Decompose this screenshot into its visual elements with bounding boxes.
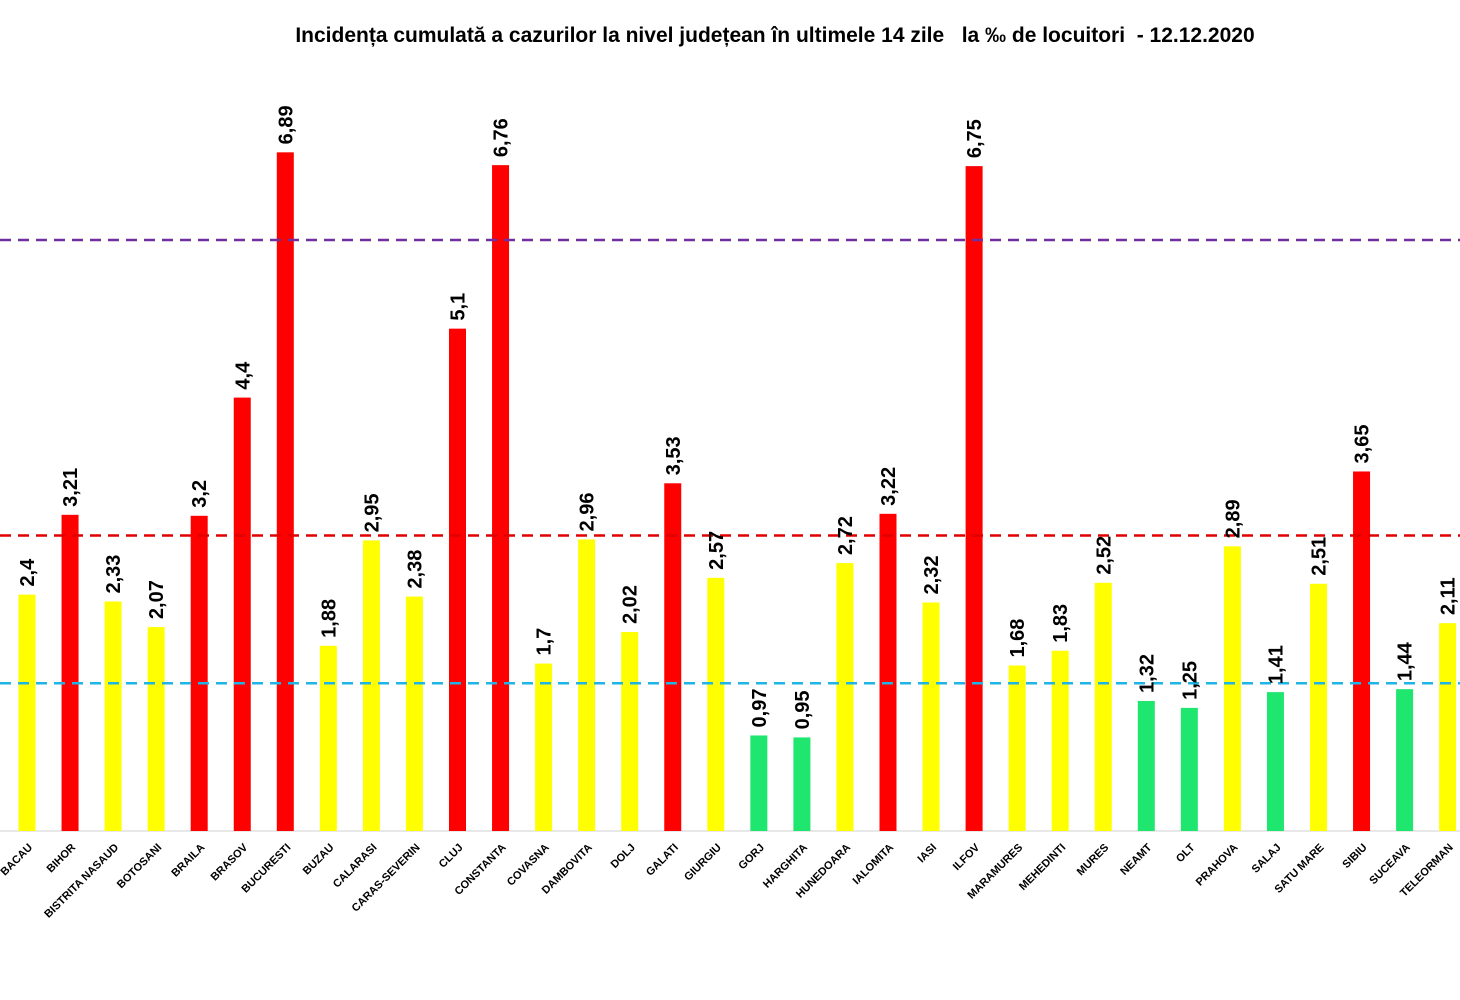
bar-cluj xyxy=(449,328,466,831)
data-label: 4,4 xyxy=(232,361,254,390)
bar-bacau xyxy=(18,594,36,831)
data-label: 1,68 xyxy=(1007,619,1029,658)
data-label: 2,38 xyxy=(404,550,426,589)
bar-mehedinti xyxy=(1051,650,1069,831)
bar-sibiu xyxy=(1353,471,1371,831)
bars-layer xyxy=(0,152,1460,832)
category-label: BACAU xyxy=(0,842,35,879)
data-label: 2,95 xyxy=(361,493,383,532)
category-label: SALAJ xyxy=(1250,842,1284,876)
data-label: 1,44 xyxy=(1395,641,1417,681)
category-label: DOLJ xyxy=(609,842,638,871)
category-label: ILFOV xyxy=(951,841,983,873)
bar-neamt xyxy=(1137,700,1155,831)
data-label: 2,32 xyxy=(921,556,943,595)
bar-bistrita-nasaud xyxy=(104,601,122,831)
bar-iasi xyxy=(922,602,940,831)
category-label: BISTRITA NASAUD xyxy=(42,842,121,921)
data-label: 2,96 xyxy=(577,493,599,532)
bar-dambovita xyxy=(578,539,596,831)
bar-galati xyxy=(664,483,682,831)
data-label: 0,97 xyxy=(749,689,771,728)
data-label: 5,1 xyxy=(448,293,470,321)
data-label: 1,83 xyxy=(1050,604,1072,643)
category-label: NEAMT xyxy=(1118,841,1154,877)
category-label: OLT xyxy=(1174,841,1198,865)
data-label: 6,76 xyxy=(491,118,513,157)
bar-mures xyxy=(1094,582,1112,831)
bar-hunedoara xyxy=(836,563,854,831)
data-label: 2,4 xyxy=(17,558,39,587)
data-label: 1,88 xyxy=(318,599,340,638)
data-label: 3,65 xyxy=(1352,425,1374,464)
bar-satu-mare xyxy=(1310,583,1327,831)
category-label: SIBIU xyxy=(1340,842,1369,871)
bar-bihor xyxy=(61,514,79,831)
category-label: BUZAU xyxy=(301,842,337,878)
category-label: SUCEAVA xyxy=(1367,842,1412,887)
data-label: 2,11 xyxy=(1438,577,1460,615)
data-label: 6,89 xyxy=(275,105,297,144)
bar-giurgiu xyxy=(707,577,725,831)
data-label: 2,89 xyxy=(1222,499,1244,538)
category-label: GIURGIU xyxy=(682,842,724,884)
category-label: BRASOV xyxy=(209,841,251,883)
category-label: BOTOSANI xyxy=(115,842,164,891)
data-label: 3,22 xyxy=(878,467,900,506)
data-label: 2,33 xyxy=(103,555,125,594)
category-label: COVASNA xyxy=(505,842,552,889)
data-label: 0,95 xyxy=(792,690,814,729)
category-label: BRAILA xyxy=(169,842,207,880)
data-label: 2,07 xyxy=(146,580,168,619)
chart-title: Incidența cumulată a cazurilor la nivel … xyxy=(295,24,1255,47)
data-label: 3,53 xyxy=(663,436,685,475)
bar-ilfov xyxy=(965,166,983,831)
data-label: 1,32 xyxy=(1136,654,1158,693)
bar-harghita xyxy=(793,737,811,831)
bar-gorj xyxy=(750,735,768,831)
category-label: PRAHOVA xyxy=(1194,842,1241,889)
bar-constanta xyxy=(492,165,510,831)
category-label: GORJ xyxy=(736,842,767,873)
bar-suceava xyxy=(1396,689,1414,831)
data-label: 2,57 xyxy=(706,531,728,570)
data-label: 2,51 xyxy=(1309,537,1331,576)
category-label: MEHEDINTI xyxy=(1017,842,1068,893)
bar-salaj xyxy=(1266,692,1284,831)
bar-olt xyxy=(1180,707,1198,831)
category-label: IASI xyxy=(916,842,940,866)
bar-covasna xyxy=(535,663,553,831)
category-label: GALATI xyxy=(644,842,681,879)
bar-ialomita xyxy=(879,513,897,831)
threshold-lines-layer xyxy=(0,238,1460,685)
bar-braila xyxy=(190,515,208,831)
bar-caras-severin xyxy=(405,596,423,831)
data-label: 1,25 xyxy=(1179,661,1201,700)
bar-buzau xyxy=(319,645,337,831)
bar-botosani xyxy=(147,627,165,831)
data-label: 2,72 xyxy=(835,516,857,555)
bar-brasov xyxy=(233,397,251,831)
bar-dolj xyxy=(621,632,639,831)
data-label: 1,7 xyxy=(534,628,556,656)
category-label: MURES xyxy=(1075,842,1112,879)
data-label: 2,02 xyxy=(620,585,642,624)
bar-maramures xyxy=(1008,665,1026,831)
data-label: 1,41 xyxy=(1265,645,1287,684)
data-label: 3,2 xyxy=(189,480,211,508)
bar-prahova xyxy=(1223,546,1241,831)
bar-bucuresti xyxy=(276,152,294,831)
data-label: 2,52 xyxy=(1093,536,1115,575)
data-label: 3,21 xyxy=(60,468,82,507)
bar-calarasi xyxy=(362,540,380,831)
bar-teleorman xyxy=(1439,623,1457,831)
data-label: 6,75 xyxy=(964,119,986,158)
category-label: CLUJ xyxy=(437,842,466,871)
category-label: BIHOR xyxy=(45,842,79,876)
category-label: IALOMITA xyxy=(851,842,897,888)
